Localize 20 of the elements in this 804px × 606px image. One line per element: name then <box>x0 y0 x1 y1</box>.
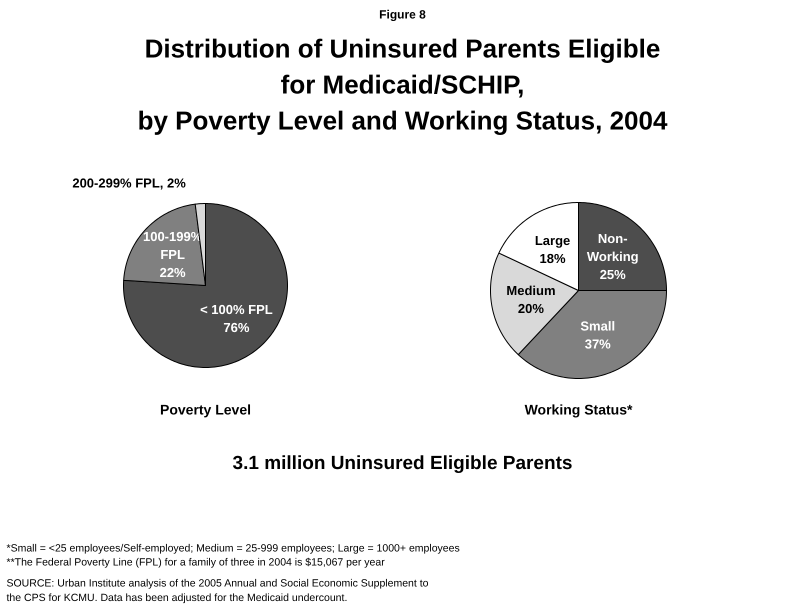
data-label: 18% <box>540 251 566 266</box>
slice-label: Large <box>534 233 570 248</box>
text: Figure 8 <box>379 8 426 22</box>
data-label: 37% <box>584 336 612 352</box>
slice-label: Medium <box>506 283 556 298</box>
text: Distribution of Uninsured Parents Eligible for Medicaid/SCHIP, by Poverty Level and Working Status, 2004 <box>138 34 668 136</box>
text: **The Federal Poverty Line (FPL) for a family of three in 2004 is $15,067 per year <box>6 556 386 568</box>
slice-label: Small <box>580 318 616 334</box>
slice-label: 200-299% FPL, 2% <box>72 176 186 191</box>
slice-label: Non- Working <box>586 230 639 264</box>
text: *Small = <25 employees/Self-employed; Medium = 25-999 employees; Large = 1000+ employees <box>6 542 460 554</box>
text: 3.1 million Uninsured Eligible Parents <box>232 453 572 474</box>
data-label: 20% <box>518 301 544 316</box>
data-label: 76% <box>223 320 250 335</box>
data-label: 25% <box>600 266 626 282</box>
source-note: SOURCE: Urban Institute analysis of the 2005 Annual and Social Economic Supplement to the CPS for KCMU. Data has been adjusted for the Medicaid undercount. <box>6 578 429 604</box>
slice-label: < 100% FPL <box>200 302 273 317</box>
text: Working Status* <box>524 402 633 418</box>
data-label: 22% <box>160 265 186 280</box>
text: Poverty Level <box>160 402 252 418</box>
